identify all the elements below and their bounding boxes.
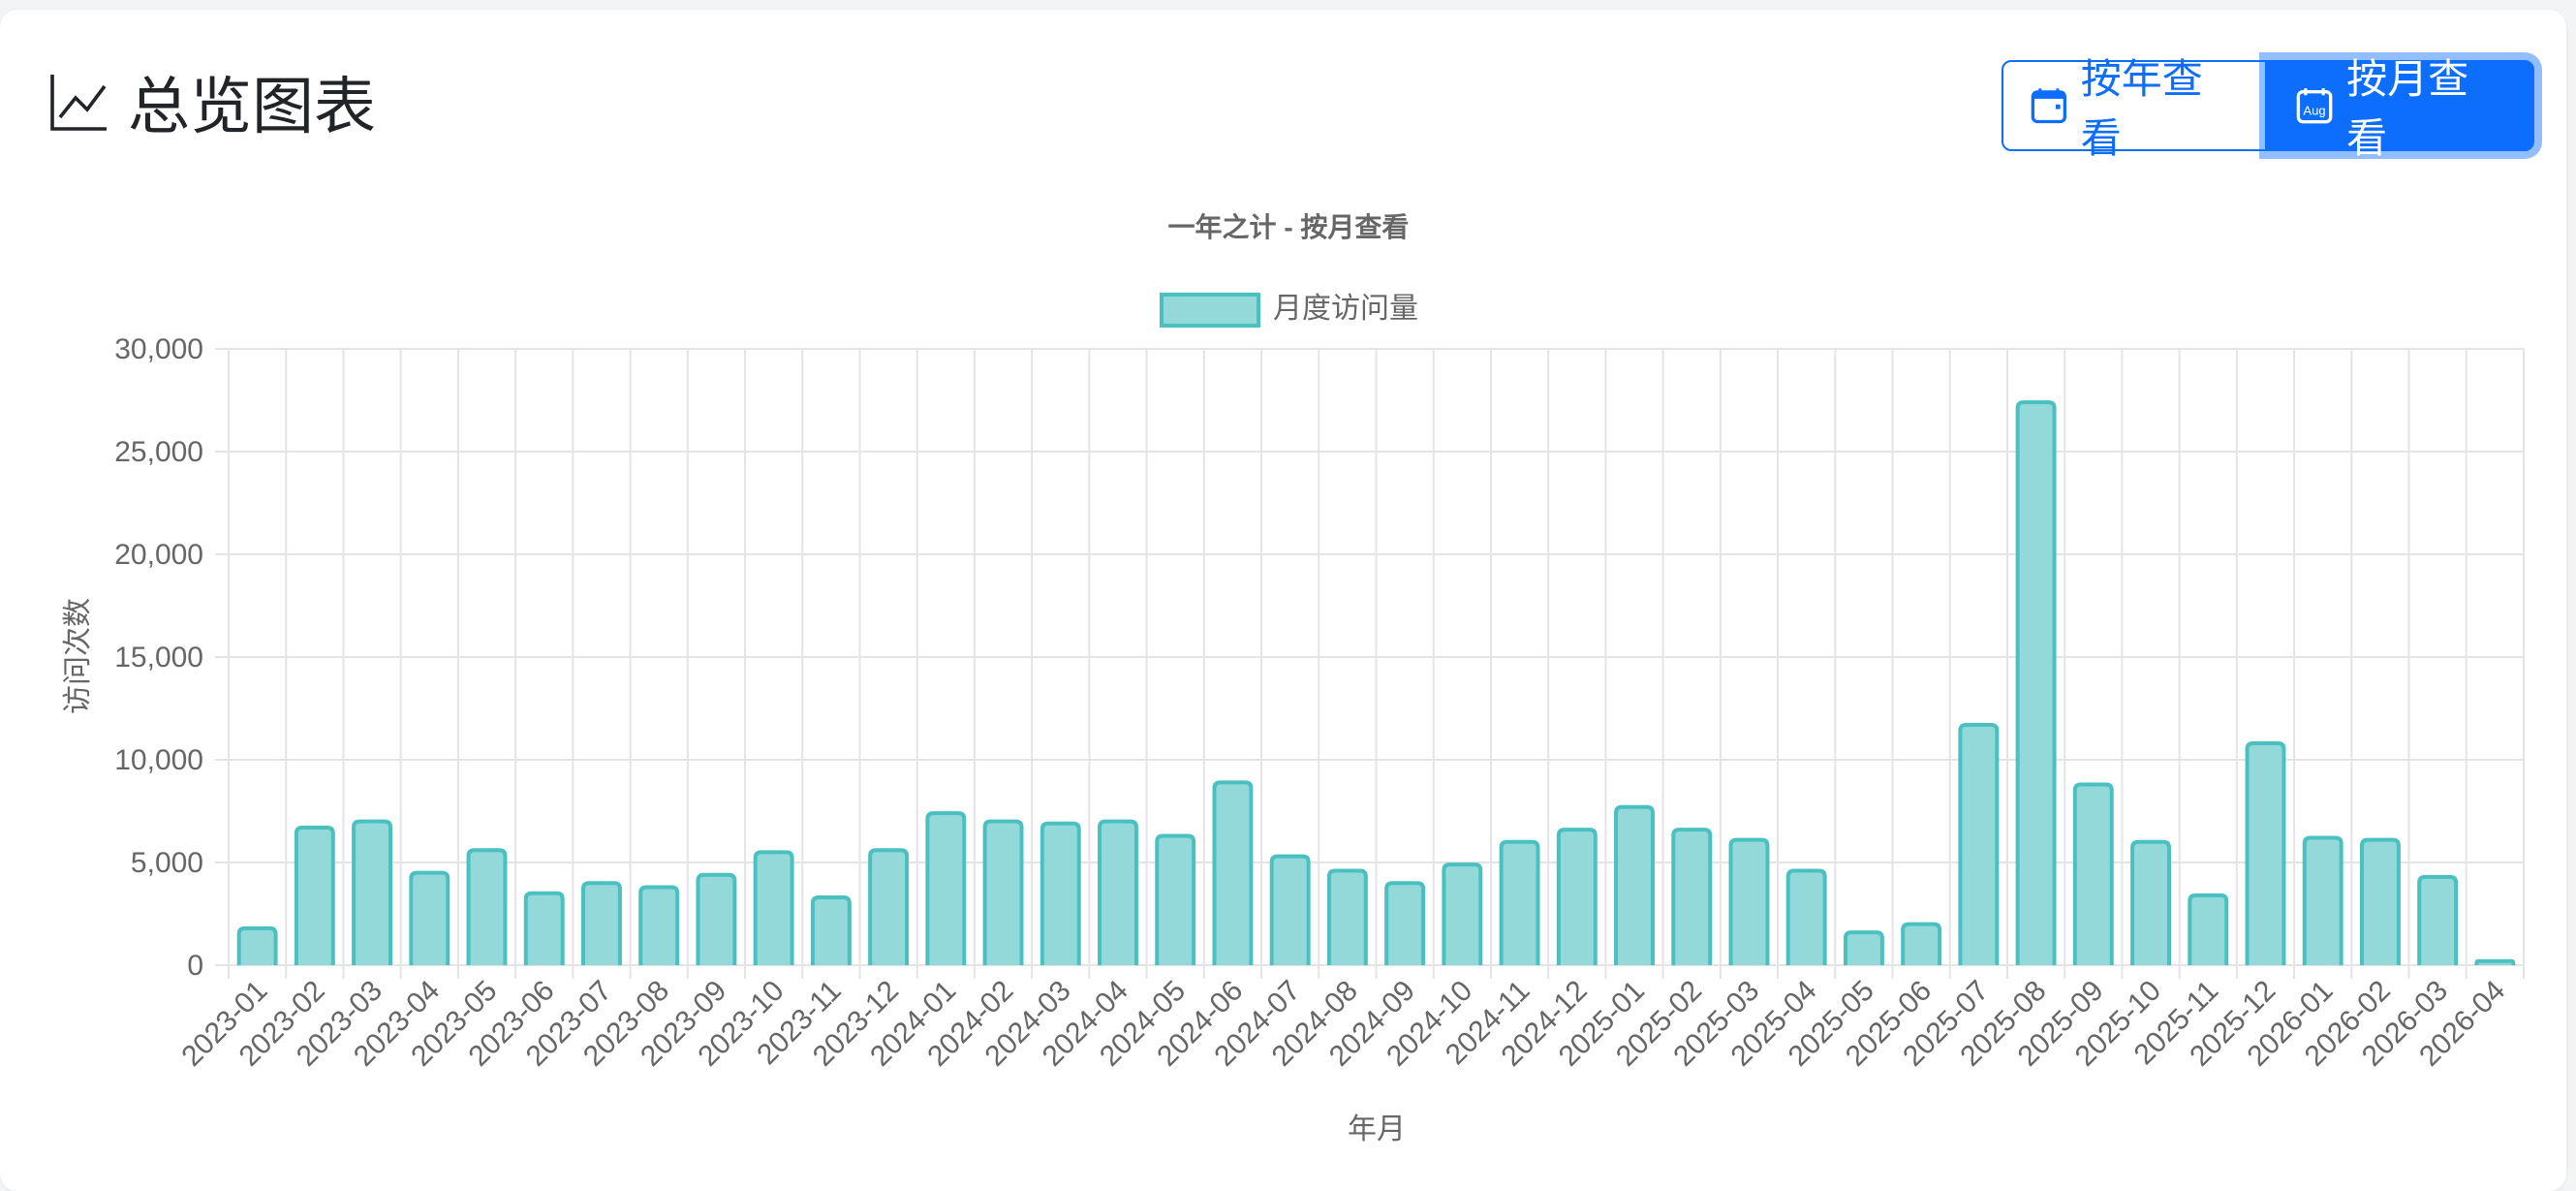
view-by-month-button[interactable]: Aug 按月查看 [2267,55,2534,162]
bar[interactable] [868,848,910,965]
bar[interactable] [1499,839,1540,965]
bar[interactable] [1212,780,1254,965]
bar[interactable] [1098,819,1138,965]
page-title: 总览图表 [48,58,376,145]
y-axis-title: 访问次数 [62,598,94,714]
x-axis-title: 年月 [1348,1113,1406,1145]
bar[interactable] [1728,837,1770,965]
bar[interactable] [352,819,393,965]
bar[interactable] [294,825,335,965]
bar[interactable] [810,895,852,965]
bar[interactable] [1442,862,1483,965]
bar[interactable] [1040,821,1081,965]
bar[interactable] [1785,868,1827,965]
calendar-aug-icon: Aug [2296,88,2333,124]
view-by-month-label: 按月查看 [2346,55,2469,162]
bar[interactable] [925,811,967,965]
bar[interactable] [1556,828,1598,965]
y-tick-label: 10,000 [114,744,203,776]
bar[interactable] [2015,400,2057,965]
chart-bars [236,400,2516,965]
chart-card [0,10,2566,1191]
chart-title: 一年之计 - 按月查看 [1168,211,1410,242]
bar[interactable] [2302,835,2343,965]
bar[interactable] [581,881,622,965]
legend-label[interactable]: 月度访问量 [1273,293,1418,325]
line-chart-icon [50,75,107,131]
bar[interactable] [982,819,1024,965]
calendar-icon [2031,88,2066,124]
y-tick-label: 5,000 [131,847,203,879]
bar[interactable] [1671,828,1713,965]
bar[interactable] [2359,837,2401,965]
bar[interactable] [638,885,680,965]
page-title-text: 总览图表 [128,72,376,143]
y-tick-label: 30,000 [114,333,203,365]
bar[interactable] [1384,881,1426,965]
bar[interactable] [1614,804,1655,965]
bar[interactable] [1326,868,1368,965]
bar[interactable] [2417,874,2459,965]
bar[interactable] [466,848,508,965]
y-tick-label: 15,000 [114,642,203,674]
bar[interactable] [696,872,737,965]
bar[interactable] [236,925,278,965]
bar[interactable] [1843,930,1884,965]
chart-grid [215,348,2525,979]
y-tick-label: 20,000 [114,539,203,571]
bar[interactable] [1269,854,1311,965]
view-by-year-button[interactable]: 按年查看 [2002,55,2267,162]
bar[interactable] [2188,893,2229,965]
bar[interactable] [2130,839,2171,965]
svg-text:Aug: Aug [2303,104,2325,118]
bar[interactable] [2245,741,2286,965]
y-tick-label: 0 [187,950,203,982]
view-toggle-group: 按年查看 Aug 按月查看 [2002,55,2534,162]
bar[interactable] [1958,722,2000,965]
bar[interactable] [1901,922,1942,965]
legend-swatch[interactable] [1160,293,1260,328]
view-by-year-label: 按年查看 [2080,55,2203,162]
y-tick-label: 25,000 [114,436,203,468]
bar[interactable] [2474,958,2516,965]
bar[interactable] [1155,833,1196,965]
bar[interactable] [523,891,565,965]
bar[interactable] [753,850,794,965]
bar[interactable] [2072,782,2114,965]
bar[interactable] [409,870,450,965]
